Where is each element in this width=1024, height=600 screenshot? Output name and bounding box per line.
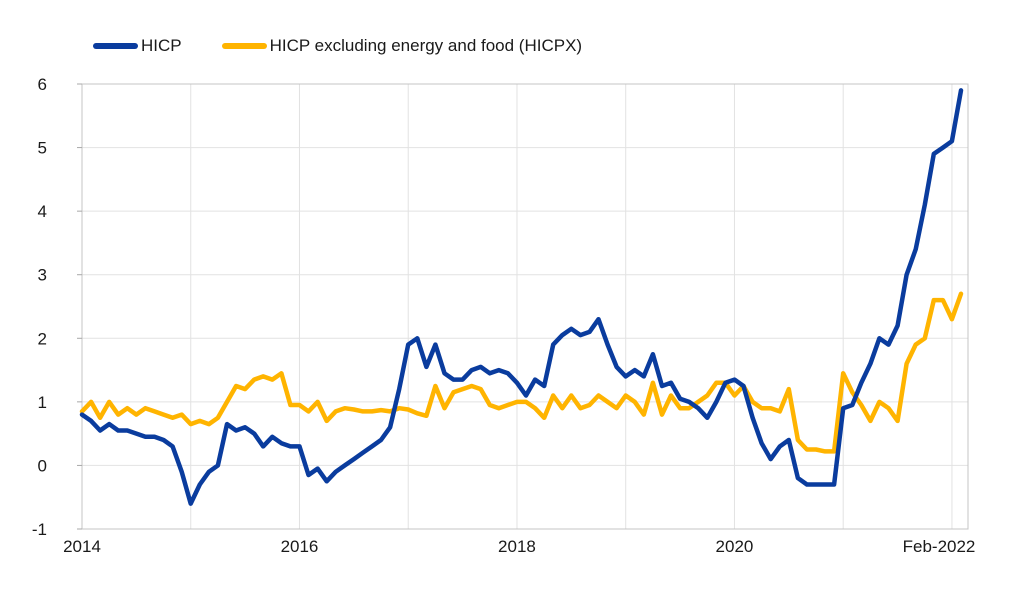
hicp-legend-label: HICP [141,36,182,55]
x-tick-label: 2020 [716,537,754,556]
y-tick-label: 0 [38,456,47,475]
y-axis-ticks [77,83,82,530]
hicp-line-swatch [93,43,138,49]
hicp-line [79,88,964,506]
y-tick-label: 1 [38,393,47,412]
y-tick-label: 4 [38,202,47,221]
x-tick-label: 2016 [281,537,319,556]
x-tick-label: 2014 [63,537,101,556]
y-tick-label: -1 [32,520,47,539]
y-tick-label: 3 [38,266,47,285]
y-tick-label: 2 [38,329,47,348]
plot-border [81,83,969,530]
y-tick-label: 6 [38,75,47,94]
chart-legend: HICP HICP excluding energy and food (HIC… [93,36,582,56]
legend-item-hicpx: HICP excluding energy and food (HICPX) [221,36,583,56]
hicpx-line-swatch [221,43,267,49]
gridlines [81,83,968,530]
y-tick-label: 5 [38,139,47,158]
y-axis-labels: -1 0 1 2 3 4 5 6 [32,75,47,539]
hicpx-line [79,291,964,454]
hicpx-legend-label: HICP excluding energy and food (HICPX) [269,36,583,55]
x-tick-label: Feb-2022 [903,537,976,556]
x-axis-labels: 2014 2016 2018 2020 Feb-2022 [63,537,975,556]
legend-item-hicp: HICP [93,36,182,56]
x-tick-label: 2018 [498,537,536,556]
